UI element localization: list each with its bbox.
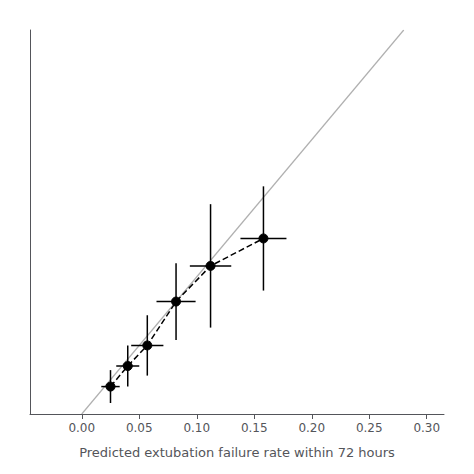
svg-text:0.25: 0.25 bbox=[356, 421, 383, 435]
svg-text:0.15: 0.15 bbox=[241, 421, 268, 435]
svg-text:0.20: 0.20 bbox=[298, 421, 325, 435]
svg-text:0.10: 0.10 bbox=[183, 421, 210, 435]
svg-text:Predicted extubation failure r: Predicted extubation failure rate within… bbox=[79, 445, 395, 460]
svg-text:0.05: 0.05 bbox=[126, 421, 153, 435]
svg-text:0.30: 0.30 bbox=[413, 421, 440, 435]
svg-text:0.00: 0.00 bbox=[68, 421, 95, 435]
